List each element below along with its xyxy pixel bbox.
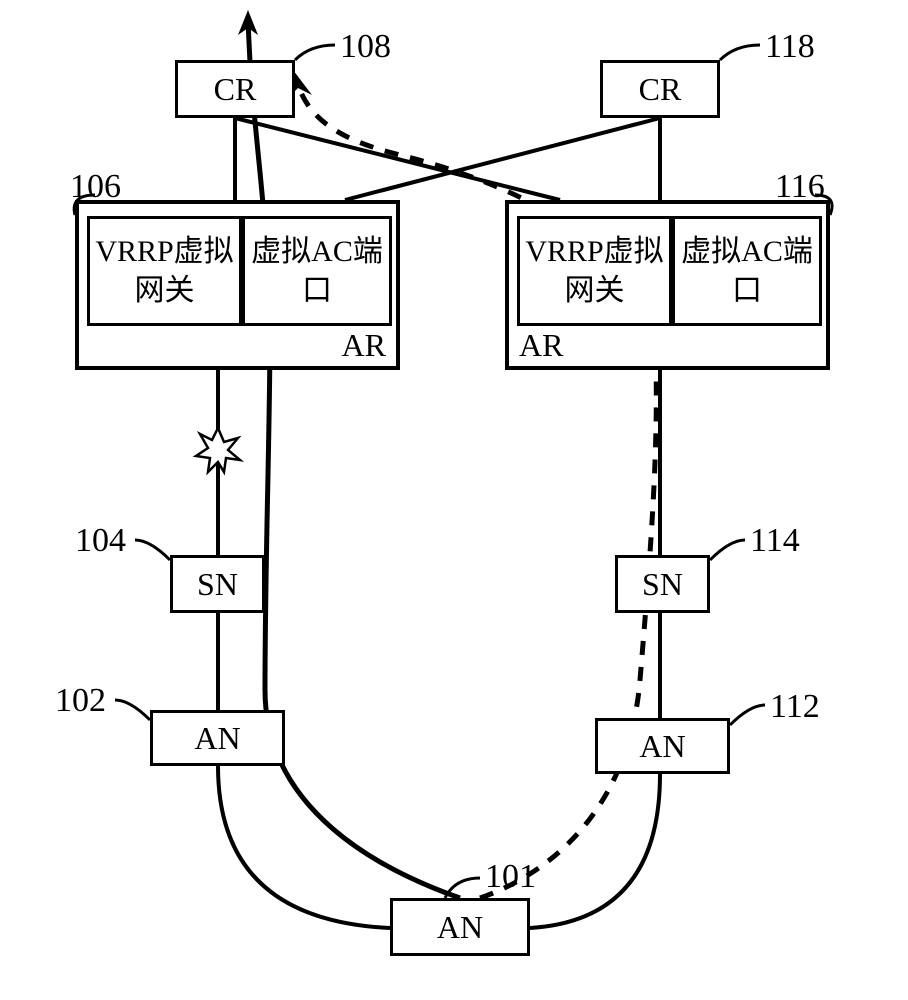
- ar-right-box: VRRP虚拟网关 虚拟AC端口 AR: [505, 200, 830, 370]
- ref-102: 102: [55, 682, 106, 720]
- ref-104: 104: [75, 522, 126, 560]
- diagram-container: CR 108 CR 118 VRRP虚拟网关 虚拟AC端口 AR 106 VRR…: [0, 0, 908, 1000]
- an-left-box: AN: [150, 710, 285, 766]
- sn-left-label: SN: [197, 566, 238, 603]
- ref-114: 114: [750, 522, 800, 560]
- ref-108: 108: [340, 28, 391, 66]
- ref-106: 106: [70, 168, 121, 206]
- cr-left-label: CR: [214, 71, 257, 108]
- an-right-box: AN: [595, 718, 730, 774]
- ref-101: 101: [485, 858, 536, 896]
- ref-116: 116: [775, 168, 825, 206]
- ar-left-box: VRRP虚拟网关 虚拟AC端口 AR: [75, 200, 400, 370]
- ar-left-vrrp-label: VRRP虚拟网关: [90, 232, 239, 310]
- ar-right-vac: 虚拟AC端口: [672, 216, 822, 326]
- ar-right-label: AR: [519, 327, 563, 364]
- ref-112: 112: [770, 688, 820, 726]
- connection-lines: [0, 0, 908, 1000]
- ar-left-vac: 虚拟AC端口: [242, 216, 392, 326]
- sn-left-box: SN: [170, 555, 265, 613]
- cr-left-box: CR: [175, 60, 295, 118]
- ar-left-vac-label: 虚拟AC端口: [245, 232, 389, 310]
- cr-right-box: CR: [600, 60, 720, 118]
- ar-right-vac-label: 虚拟AC端口: [675, 232, 819, 310]
- ar-right-vrrp-label: VRRP虚拟网关: [520, 232, 669, 310]
- sn-right-box: SN: [615, 555, 710, 613]
- ar-right-vrrp: VRRP虚拟网关: [517, 216, 672, 326]
- an-bottom-box: AN: [390, 898, 530, 956]
- ref-118: 118: [765, 28, 815, 66]
- sn-right-label: SN: [642, 566, 683, 603]
- an-bottom-label: AN: [437, 909, 483, 946]
- an-left-label: AN: [194, 720, 240, 757]
- ar-left-label: AR: [342, 327, 386, 364]
- cr-right-label: CR: [639, 71, 682, 108]
- ar-left-vrrp: VRRP虚拟网关: [87, 216, 242, 326]
- an-right-label: AN: [639, 728, 685, 765]
